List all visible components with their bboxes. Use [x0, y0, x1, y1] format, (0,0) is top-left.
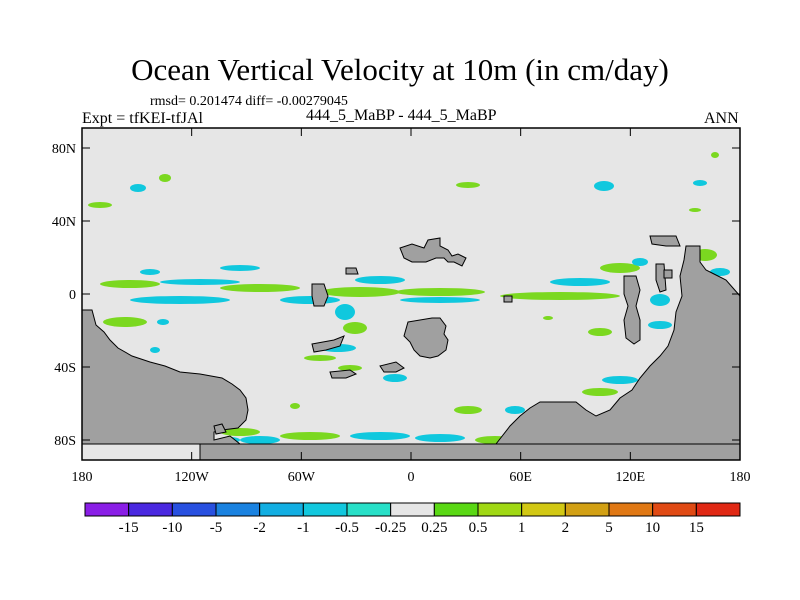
colorbar-swatch — [215, 502, 261, 517]
landmass-island-tiny-3 — [345, 267, 359, 275]
season-label: ANN — [704, 110, 739, 127]
colorbar-label: -15 — [119, 520, 139, 536]
experiment-label: Expt = tfKEI-tfJAl — [82, 110, 203, 127]
landmass-patagonia — [213, 423, 227, 435]
rmsd-diff-stats: rmsd= 0.201474 diff= -0.00279045 — [150, 94, 348, 109]
lon-tick-label: 120E — [616, 470, 646, 485]
colorbar-label: -0.25 — [375, 520, 406, 536]
landmass-isle-c — [379, 361, 405, 373]
colorbar-label: 0.25 — [421, 520, 447, 536]
page-title: Ocean Vertical Velocity at 10m (in cm/da… — [131, 52, 669, 87]
colorbar: -15 -10 -5 -2 -1 -0.5 -0.25 0.25 0.5 1 2 5 10 15 — [84, 502, 741, 536]
landmass-island-tiny-1 — [663, 269, 673, 279]
land-masses — [81, 235, 741, 461]
lon-tick-label: 180 — [72, 470, 93, 485]
colorbar-label: -1 — [297, 520, 310, 536]
landmass-center — [403, 317, 449, 359]
lat-tick-label: 40S — [54, 361, 76, 376]
velocity-patches — [88, 152, 730, 444]
colorbar-label: 5 — [605, 520, 613, 536]
landmass-south — [199, 443, 741, 461]
colorbar-label: -10 — [162, 520, 182, 536]
colorbar-swatch — [477, 502, 523, 517]
colorbar-label: 0.5 — [469, 520, 488, 536]
colorbar-label: 2 — [562, 520, 570, 536]
lon-tick-label: 120W — [175, 470, 210, 485]
landmass-asia-north — [649, 235, 681, 247]
lat-tick-label: 0 — [69, 288, 76, 303]
colorbar-swatch — [302, 502, 348, 517]
lat-tick-label: 40N — [52, 215, 76, 230]
lon-tick-label: 0 — [408, 470, 415, 485]
lat-axis: 80N 40N 0 40S 80S — [52, 142, 740, 449]
colorbar-swatch — [433, 502, 479, 517]
colorbar-label: -5 — [210, 520, 223, 536]
lat-tick-label: 80N — [52, 142, 76, 157]
colorbar-swatch — [84, 502, 130, 517]
landmass-asia-east — [623, 275, 641, 345]
colorbar-label: 1 — [518, 520, 526, 536]
colorbar-label: 10 — [645, 520, 660, 536]
colorbar-swatch — [346, 502, 392, 517]
colorbar-swatch — [652, 502, 697, 517]
lon-tick-label: 180 — [730, 470, 751, 485]
colorbar-label: -2 — [253, 520, 266, 536]
colorbar-swatch — [128, 502, 173, 517]
lon-tick-label: 60W — [288, 470, 316, 485]
landmass-island-tiny-2 — [503, 295, 513, 303]
landmass-equator-west — [311, 283, 329, 307]
landmass-north-center — [399, 237, 467, 267]
colorbar-swatch — [259, 502, 304, 517]
colorbar-swatch — [608, 502, 654, 517]
lon-axis: 180 120W 60W 0 60E 120E 180 — [72, 128, 751, 485]
colorbar-swatch — [390, 502, 435, 517]
colorbar-swatch — [171, 502, 217, 517]
case-label: 444_5_MaBP - 444_5_MaBP — [306, 107, 497, 124]
landmass-west — [81, 309, 249, 445]
landmass-isle-b — [329, 369, 358, 379]
colorbar-swatch — [521, 502, 566, 517]
lat-tick-label: 80S — [54, 434, 76, 449]
landmass-antarctic-east — [494, 245, 741, 445]
landmass-isle-a — [311, 335, 345, 353]
colorbar-label: -0.5 — [335, 520, 359, 536]
colorbar-swatch — [564, 502, 610, 517]
lon-tick-label: 60E — [509, 470, 532, 485]
colorbar-swatch — [695, 502, 741, 517]
colorbar-label: 15 — [689, 520, 704, 536]
